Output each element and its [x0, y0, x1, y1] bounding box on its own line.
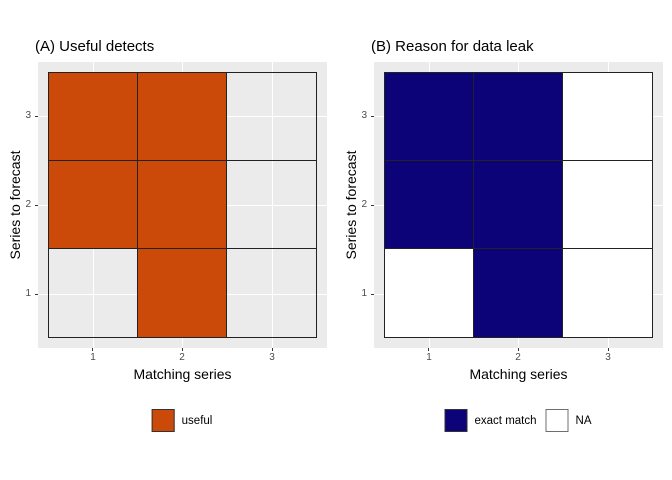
tile-useful [138, 73, 227, 161]
y-tick-label: 3 [25, 110, 31, 121]
x-tick-label: 1 [426, 352, 432, 363]
x-tick-mark [92, 348, 93, 351]
y-tick-label: 2 [25, 199, 31, 210]
tile-exact-match [474, 249, 563, 337]
y-tick-label: 2 [361, 199, 367, 210]
y-tick-mark [35, 294, 38, 295]
x-axis-title-b: Matching series [469, 366, 568, 382]
tile-useful [138, 161, 227, 249]
legend-b: exact match NA [444, 408, 592, 433]
x-tick-mark [518, 348, 519, 351]
panel-b-figure: (B) Reason for data leak Series to forec… [336, 0, 672, 480]
tile-na [385, 249, 474, 337]
x-tick-label: 3 [269, 352, 275, 363]
legend-swatch-useful [151, 409, 175, 432]
y-tick-label: 3 [361, 110, 367, 121]
chart-title-b: (B) Reason for data leak [371, 38, 534, 55]
y-tick-label: 1 [361, 288, 367, 299]
y-tick-mark [371, 205, 374, 206]
y-tick-label: 1 [25, 288, 31, 299]
tile-exact-match [474, 161, 563, 249]
tile-empty [49, 249, 138, 337]
tile-useful [49, 161, 138, 249]
x-tick-label: 2 [179, 352, 185, 363]
y-tick-mark [371, 116, 374, 117]
plot-panel-b [374, 62, 663, 348]
x-tick-mark [182, 348, 183, 351]
tile-exact-match [385, 73, 474, 161]
tile-useful [138, 249, 227, 337]
x-tick-mark [428, 348, 429, 351]
legend-item-useful: useful [151, 409, 213, 432]
legend-swatch-exact-match [444, 409, 468, 432]
x-tick-label: 3 [605, 352, 611, 363]
tile-grid-a [48, 72, 317, 338]
legend-swatch-na [545, 409, 569, 432]
legend-item-exact-match: exact match [444, 409, 537, 432]
y-tick-mark [35, 205, 38, 206]
tile-grid-b [384, 72, 653, 338]
chart-title-a: (A) Useful detects [35, 38, 155, 55]
tile-empty [227, 249, 316, 337]
tile-exact-match [474, 73, 563, 161]
tile-na [563, 161, 652, 249]
tile-useful [49, 73, 138, 161]
legend-label: NA [575, 414, 592, 427]
y-tick-mark [371, 294, 374, 295]
tile-empty [227, 73, 316, 161]
tile-empty [227, 161, 316, 249]
x-tick-label: 2 [515, 352, 521, 363]
x-tick-mark [608, 348, 609, 351]
tile-na [563, 73, 652, 161]
panel-a-figure: (A) Useful detects Series to forecast 3 … [7, 38, 327, 433]
y-tick-mark [35, 116, 38, 117]
legend-label: useful [181, 414, 213, 427]
tile-na [563, 249, 652, 337]
tile-exact-match [385, 161, 474, 249]
legend-a: useful [151, 408, 213, 433]
x-tick-mark [272, 348, 273, 351]
plot-panel-a [38, 62, 327, 348]
legend-item-na: NA [545, 409, 592, 432]
x-axis-title-a: Matching series [133, 366, 232, 382]
x-tick-label: 1 [90, 352, 96, 363]
legend-label: exact match [474, 414, 537, 427]
